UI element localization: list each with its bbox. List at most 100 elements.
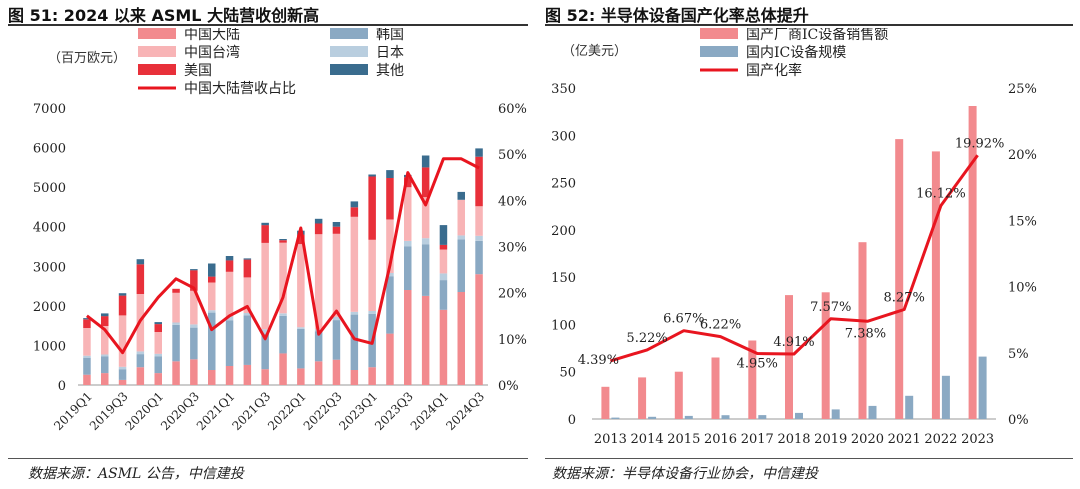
right-sales-bar bbox=[968, 106, 977, 419]
right-title-rule bbox=[545, 24, 1073, 26]
left-bar-segment bbox=[475, 274, 483, 385]
left-bar-segment bbox=[136, 351, 145, 355]
left-bar-segment bbox=[386, 219, 394, 273]
left-x-tick-label: 2024Q1 bbox=[408, 389, 452, 433]
left-y-tick-label: 2000 bbox=[33, 300, 66, 315]
left-bar-segment bbox=[457, 292, 465, 385]
left-bar-segment bbox=[83, 357, 91, 375]
left-bar-segment bbox=[136, 367, 145, 385]
left-bar-segment bbox=[225, 256, 234, 261]
left-y-tick-label: 3000 bbox=[33, 260, 66, 275]
left-bar-segment bbox=[208, 370, 216, 385]
left-bar-segment bbox=[314, 234, 323, 330]
left-bar-segment bbox=[101, 354, 109, 357]
left-bar-segment bbox=[190, 290, 198, 325]
left-bar-segment bbox=[297, 327, 305, 329]
left-bar-segment bbox=[101, 316, 109, 326]
left-y2-tick-label: 60% bbox=[498, 102, 527, 117]
left-y-tick-label: 4000 bbox=[33, 221, 66, 236]
right-y2-tick-label: 5% bbox=[1008, 347, 1029, 362]
left-y2-tick-label: 20% bbox=[498, 287, 527, 302]
left-bar-segment bbox=[368, 176, 376, 240]
left-bar-segment bbox=[261, 333, 269, 370]
right-x-tick-label: 2020 bbox=[851, 432, 884, 447]
left-y-tick-label: 1000 bbox=[33, 339, 66, 354]
right-sales-bar bbox=[931, 151, 940, 419]
left-bar-segment bbox=[172, 361, 180, 385]
left-figure-title: 图 51: 2024 以来 ASML 大陆营收创新高 bbox=[8, 6, 320, 25]
left-bar-segment bbox=[225, 271, 234, 317]
left-bar-segment bbox=[332, 359, 341, 385]
left-bar-segment bbox=[332, 316, 341, 321]
left-bar-segment bbox=[154, 322, 162, 325]
left-bar-segment bbox=[457, 239, 465, 292]
right-market-bar bbox=[868, 405, 877, 419]
left-bar-segment bbox=[421, 296, 430, 385]
right-y2-tick-label: 25% bbox=[1008, 82, 1037, 97]
left-bottom-rule bbox=[8, 458, 528, 459]
right-market-bar bbox=[611, 417, 620, 419]
right-market-bar bbox=[684, 415, 693, 419]
left-bar-segment bbox=[439, 309, 448, 385]
left-bar-segment bbox=[350, 201, 359, 208]
left-bar-segment bbox=[439, 225, 448, 245]
right-legend-swatch bbox=[700, 28, 738, 39]
left-bar-segment bbox=[136, 354, 145, 368]
right-sales-bar bbox=[748, 340, 757, 419]
left-bar-segment bbox=[190, 270, 198, 291]
right-x-tick-label: 2017 bbox=[741, 432, 774, 447]
left-bar-segment bbox=[225, 320, 234, 366]
right-rate-data-label: 16.12% bbox=[916, 187, 966, 202]
left-bar-segment bbox=[83, 319, 91, 328]
left-bar-segment bbox=[154, 373, 162, 385]
left-bar-segment bbox=[439, 244, 448, 250]
left-legend-label: 中国台湾 bbox=[184, 44, 240, 61]
left-bar-segment bbox=[314, 331, 323, 362]
left-bar-segment bbox=[404, 241, 412, 247]
left-bar-segment bbox=[404, 290, 412, 385]
right-y2-tick-label: 20% bbox=[1008, 148, 1037, 163]
left-bar-segment bbox=[118, 369, 127, 380]
left-legend-swatch bbox=[138, 64, 176, 75]
left-bar-segment bbox=[101, 356, 109, 374]
left-bar-segment bbox=[118, 293, 127, 296]
left-chart: （百万欧元） 0 1000 2000 3000 4000 5000 6000 7000 0% 10%… bbox=[33, 28, 527, 433]
left-bar-segment bbox=[136, 264, 145, 294]
left-bar-segment bbox=[475, 148, 483, 157]
left-bar-segment bbox=[457, 191, 465, 200]
left-bar-segment bbox=[225, 366, 234, 385]
left-legend-swatch bbox=[330, 28, 368, 39]
right-sales-bar bbox=[711, 357, 720, 419]
left-bar-segment bbox=[279, 313, 287, 316]
left-bar-segment bbox=[386, 276, 394, 334]
left-y-tick-label: 5000 bbox=[33, 181, 66, 196]
left-bar-segment bbox=[421, 238, 430, 245]
right-market-bar bbox=[831, 409, 840, 419]
left-bar-segment bbox=[297, 328, 305, 369]
right-y-tick-label: 300 bbox=[551, 129, 576, 144]
left-x-tick-label: 2020Q1 bbox=[122, 389, 166, 433]
right-figure-title: 图 52: 半导体设备国产化率总体提升 bbox=[545, 6, 809, 25]
left-x-tick-label: 2021Q3 bbox=[229, 389, 273, 433]
left-bar-segment bbox=[83, 355, 91, 358]
left-bar-segment bbox=[368, 311, 376, 314]
right-unit-label: （亿美元） bbox=[562, 44, 627, 59]
left-bar-segment bbox=[421, 197, 430, 239]
left-bar-segment bbox=[261, 242, 269, 330]
left-bar-segment bbox=[243, 258, 252, 260]
left-bar-segment bbox=[297, 368, 305, 385]
right-rate-data-label: 8.27% bbox=[884, 291, 925, 306]
right-x-tick-label: 2021 bbox=[888, 432, 921, 447]
left-bar-segment bbox=[475, 206, 483, 236]
left-legend-swatch bbox=[330, 64, 368, 75]
left-bar-segment bbox=[172, 322, 180, 325]
left-bar-segment bbox=[279, 242, 287, 314]
left-bar-segment bbox=[386, 170, 394, 178]
right-legend-swatch bbox=[700, 46, 738, 57]
left-bar-segment bbox=[243, 364, 252, 385]
left-y2-tick-label: 10% bbox=[498, 333, 527, 348]
left-legend-label: 中国大陆营收占比 bbox=[184, 81, 296, 97]
left-bar-segment bbox=[350, 207, 359, 217]
left-bar-segment bbox=[243, 315, 252, 365]
right-sales-bar bbox=[785, 295, 793, 419]
